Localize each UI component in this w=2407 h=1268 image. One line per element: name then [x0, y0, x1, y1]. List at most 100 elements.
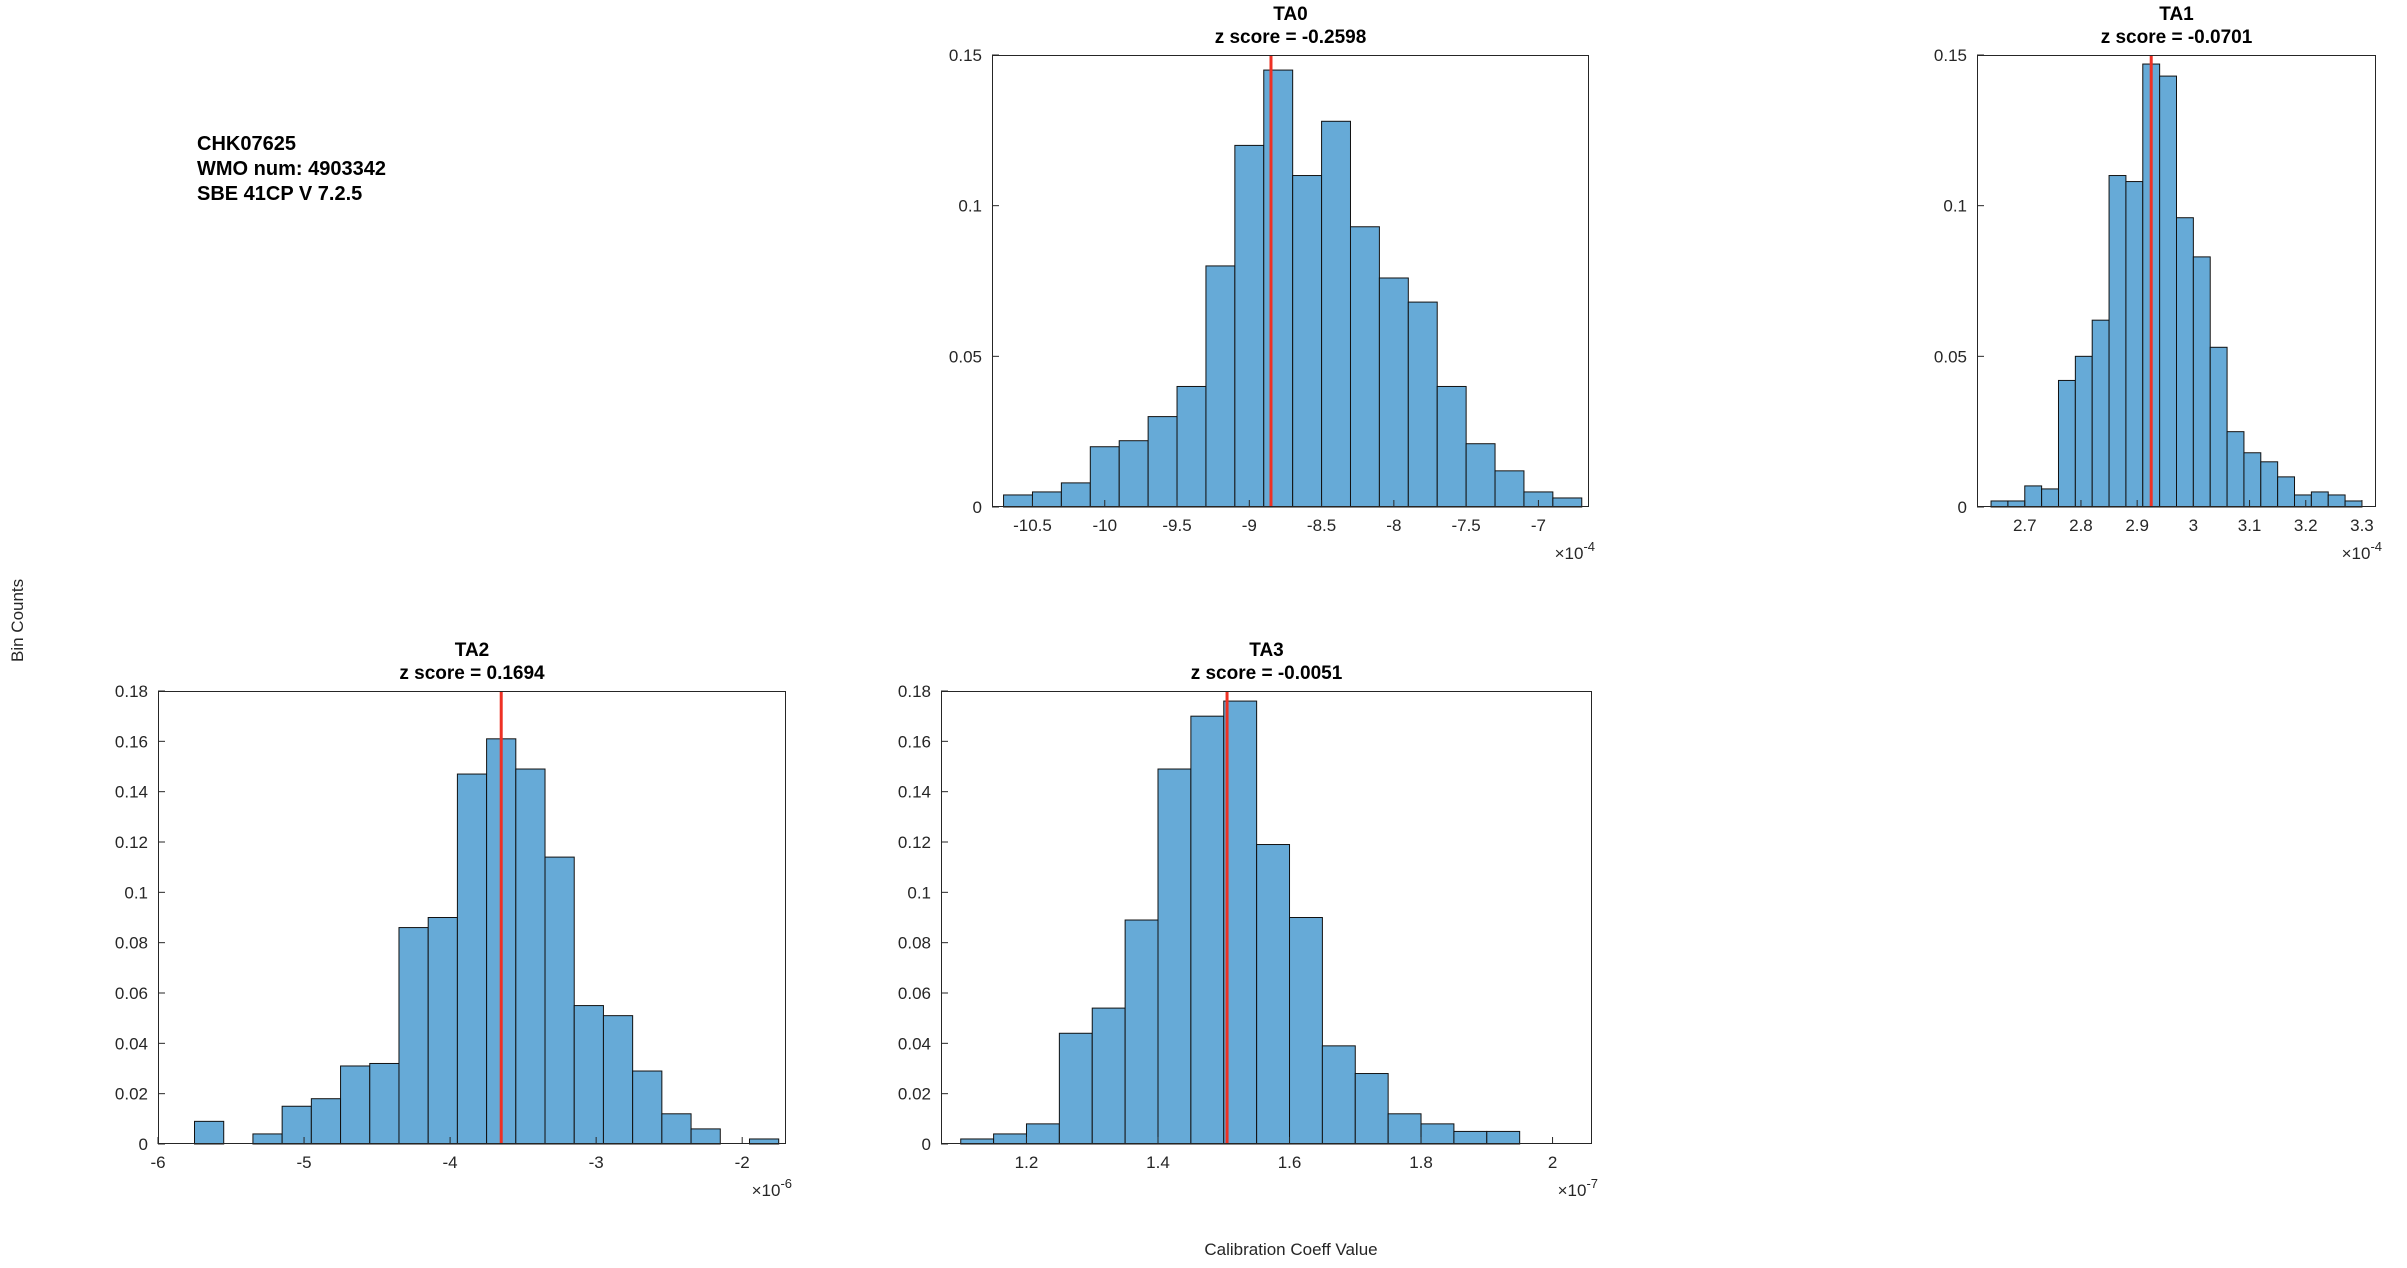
- chart-subtitle: z score = -0.2598: [1214, 27, 1367, 48]
- plot-area-ta2: -6 -5 -4 -3 -2 0 0.02 0.04 0.06 0.08 0.1 0.12 0.14 0.…: [115, 682, 792, 1200]
- y-tick-label: 0.15: [1934, 46, 1967, 65]
- plot-area-ta1: 2.7 2.8 2.9 3 3.1 3.2 3.3 0 0.05 0.1 0.15 ×10-4: [1934, 46, 2382, 563]
- x-tick-label: -4: [443, 1153, 458, 1172]
- histogram-bar: [632, 1070, 663, 1145]
- histogram-bar: [1292, 175, 1323, 508]
- histogram-bar: [1465, 443, 1496, 508]
- chart-title: TA1: [2159, 4, 2194, 25]
- y-tick-label: 0.18: [115, 682, 148, 701]
- chart-title-block: TA1 z score = -0.0701: [1977, 3, 2376, 49]
- float-info-annotation: CHK07625 WMO num: 4903342 SBE 41CP V 7.2…: [197, 132, 386, 207]
- histogram-bar: [427, 917, 458, 1145]
- histogram-bar: [1321, 120, 1351, 508]
- chart-title: TA2: [454, 640, 490, 661]
- histogram-bar: [1420, 1123, 1455, 1145]
- histogram-bar: [1031, 491, 1062, 508]
- histogram-ta3: TA3 z score = -0.0051 1.2 1.4 1.6 1.8 2 0 0.02…: [898, 640, 1598, 1200]
- x-tick-label: 1.4: [1146, 1153, 1170, 1172]
- y-tick-label: 0.12: [115, 833, 148, 852]
- histogram-bar: [1256, 844, 1291, 1145]
- histogram-bar: [310, 1098, 342, 1145]
- y-tick-label: 0.1: [958, 197, 982, 216]
- x-tick-label: -3: [589, 1153, 604, 1172]
- histogram-ta0: TA0 z score = -0.2598 -10.5 -10 -9.5 -9 -8.5…: [949, 4, 1595, 563]
- histogram-ta2: TA2 z score = 0.1694 -6 -5 -4 -3 -2 0 0.02 0.04…: [115, 640, 792, 1200]
- histogram-bar: [1387, 1113, 1422, 1145]
- chart-title: TA0: [1273, 4, 1308, 25]
- x-tick-label: 3.1: [2238, 516, 2262, 535]
- y-tick-label: 0.16: [115, 732, 148, 751]
- x-tick-label: 3.2: [2294, 516, 2318, 535]
- chart-subtitle: z score = 0.1694: [399, 663, 545, 684]
- y-tick-label: 0: [1958, 498, 1967, 517]
- histogram-bar: [1494, 470, 1525, 508]
- histogram-bar: [2310, 491, 2329, 508]
- histogram-bar: [2209, 346, 2228, 508]
- axes-box: [941, 691, 1592, 1144]
- histogram-bar: [340, 1065, 371, 1145]
- x-tick-label: -9.5: [1162, 516, 1191, 535]
- x-tick-label: -7.5: [1451, 516, 1480, 535]
- x-axis-exponent: ×10-6: [752, 1176, 792, 1200]
- y-tick-label: 0.18: [898, 682, 931, 701]
- y-tick-label: 0.15: [949, 46, 982, 65]
- x-tick-label: -2: [735, 1153, 750, 1172]
- y-tick-label: 0.06: [898, 984, 931, 1003]
- x-tick-label: -8: [1386, 516, 1401, 535]
- histogram-bar: [369, 1062, 400, 1145]
- histogram-bar: [1118, 440, 1149, 508]
- x-tick-label: -8.5: [1307, 516, 1336, 535]
- histogram-bar: [1234, 144, 1265, 508]
- histogram-bar: [1176, 385, 1207, 508]
- histogram-bar: [515, 768, 546, 1145]
- histogram-bar: [2125, 181, 2144, 508]
- x-tick-label: 1.8: [1409, 1153, 1433, 1172]
- histogram-bar: [602, 1015, 634, 1145]
- x-tick-label: -5: [296, 1153, 311, 1172]
- histogram-bar: [1263, 69, 1294, 508]
- histogram-bar: [2226, 431, 2245, 508]
- y-tick-label: 0.12: [898, 833, 931, 852]
- histogram-bar: [1089, 446, 1120, 508]
- y-tick-label: 0.02: [898, 1085, 931, 1104]
- axes-box: [992, 55, 1589, 507]
- x-axis-label: Calibration Coeff Value: [1204, 1240, 1378, 1259]
- axes-box: [1977, 55, 2376, 507]
- histogram-bar: [2074, 355, 2093, 508]
- histogram-bar: [2041, 488, 2059, 508]
- histogram-bar: [1289, 917, 1323, 1145]
- y-axis-label: Bin Counts: [8, 578, 27, 662]
- y-tick-label: 0: [922, 1135, 931, 1154]
- histogram-bar: [252, 1133, 283, 1145]
- x-tick-label: 2.7: [2013, 516, 2037, 535]
- histogram-ta1: TA1 z score = -0.0701 2.7 2.8 2.9 3 3.1 3.2 3.…: [1934, 4, 2382, 563]
- histogram-bar: [1321, 1045, 1356, 1145]
- histogram-bar: [1124, 919, 1159, 1145]
- x-tick-label: 1.2: [1015, 1153, 1039, 1172]
- plot-area-ta3: 1.2 1.4 1.6 1.8 2 0 0.02 0.04 0.06 0.08 0.1 0.12 0.1…: [898, 682, 1598, 1200]
- histogram-bar: [1205, 265, 1236, 508]
- histogram-bar: [690, 1128, 721, 1145]
- histogram-bar: [2243, 452, 2262, 508]
- histogram-bars: [1990, 63, 2363, 508]
- chart-subtitle: z score = -0.0051: [1190, 663, 1343, 684]
- histogram-bar: [1060, 482, 1091, 508]
- x-tick-label: -7: [1531, 516, 1546, 535]
- y-tick-label: 0.14: [115, 783, 148, 802]
- wmo-number: WMO num: 4903342: [197, 158, 386, 180]
- histogram-bars: [960, 700, 1521, 1145]
- sensor-version: SBE 41CP V 7.2.5: [197, 183, 363, 205]
- chart-title-block: TA2 z score = 0.1694: [158, 639, 786, 685]
- histogram-bar: [544, 856, 575, 1145]
- y-tick-label: 0.04: [898, 1034, 931, 1053]
- x-tick-label: 3: [2189, 516, 2198, 535]
- histogram-bar: [993, 1133, 1027, 1145]
- x-tick-label: 2.8: [2069, 516, 2093, 535]
- y-tick-label: 0: [973, 498, 982, 517]
- histogram-bar: [2159, 75, 2177, 508]
- histogram-bar: [1025, 1123, 1060, 1145]
- x-tick-label: -9: [1242, 516, 1257, 535]
- y-tick-label: 0: [139, 1135, 148, 1154]
- chart-title-block: TA3 z score = -0.0051: [941, 639, 1592, 685]
